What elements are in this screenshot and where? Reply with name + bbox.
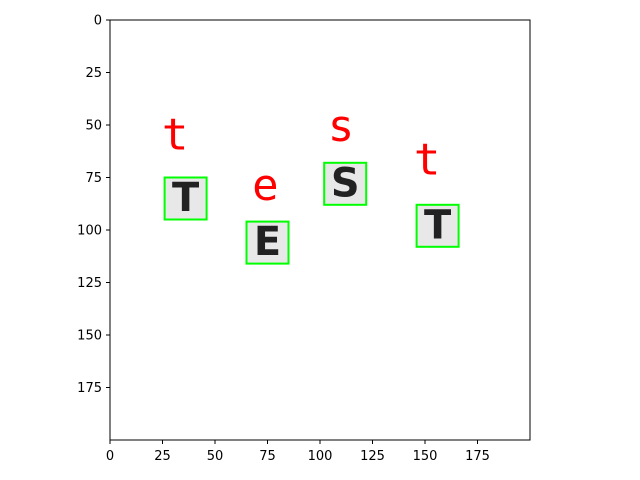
bounding-box (163, 176, 208, 221)
char-crop-glyph: E (254, 219, 281, 265)
x-tick-label: 150 (413, 449, 438, 464)
y-tick-label: 125 (77, 276, 102, 291)
char-crop-glyph: T (172, 175, 199, 221)
x-tick-label: 0 (106, 449, 114, 464)
predicted-label: e (252, 160, 279, 211)
y-tick-label: 75 (85, 171, 102, 186)
detection-1: Tt (162, 110, 208, 221)
detections-layer: Tt Ee Ss Tt (162, 101, 460, 265)
y-axis: 0 25 50 75 100 125 150 175 (77, 14, 110, 396)
y-tick-label: 25 (85, 66, 102, 81)
x-tick-label: 125 (360, 449, 385, 464)
y-tick-label: 150 (77, 329, 102, 344)
predicted-label: s (328, 101, 355, 152)
predicted-label: t (414, 135, 441, 186)
char-crop-glyph: T (424, 202, 451, 248)
y-tick-label: 0 (94, 14, 102, 29)
bounding-box (245, 220, 290, 265)
char-crop-image (416, 204, 459, 247)
detection-2: Ee (245, 160, 290, 265)
bounding-box (415, 203, 460, 248)
x-tick-label: 75 (259, 449, 276, 464)
char-crop-image (324, 162, 367, 205)
detection-4: Tt (414, 135, 460, 248)
bounding-box (323, 161, 368, 206)
x-tick-label: 50 (207, 449, 224, 464)
char-crop-glyph: S (331, 160, 360, 206)
x-tick-label: 100 (308, 449, 333, 464)
predicted-label: t (162, 110, 189, 161)
detection-3: Ss (323, 101, 368, 206)
y-tick-label: 175 (77, 381, 102, 396)
x-axis: 0 25 50 75 100 125 150 175 (106, 440, 490, 464)
axes-background (110, 20, 530, 440)
x-tick-label: 25 (154, 449, 171, 464)
char-crop-image (164, 177, 207, 220)
y-tick-label: 100 (77, 224, 102, 239)
y-tick-label: 50 (85, 119, 102, 134)
char-crop-image (246, 221, 289, 264)
x-tick-label: 175 (465, 449, 490, 464)
